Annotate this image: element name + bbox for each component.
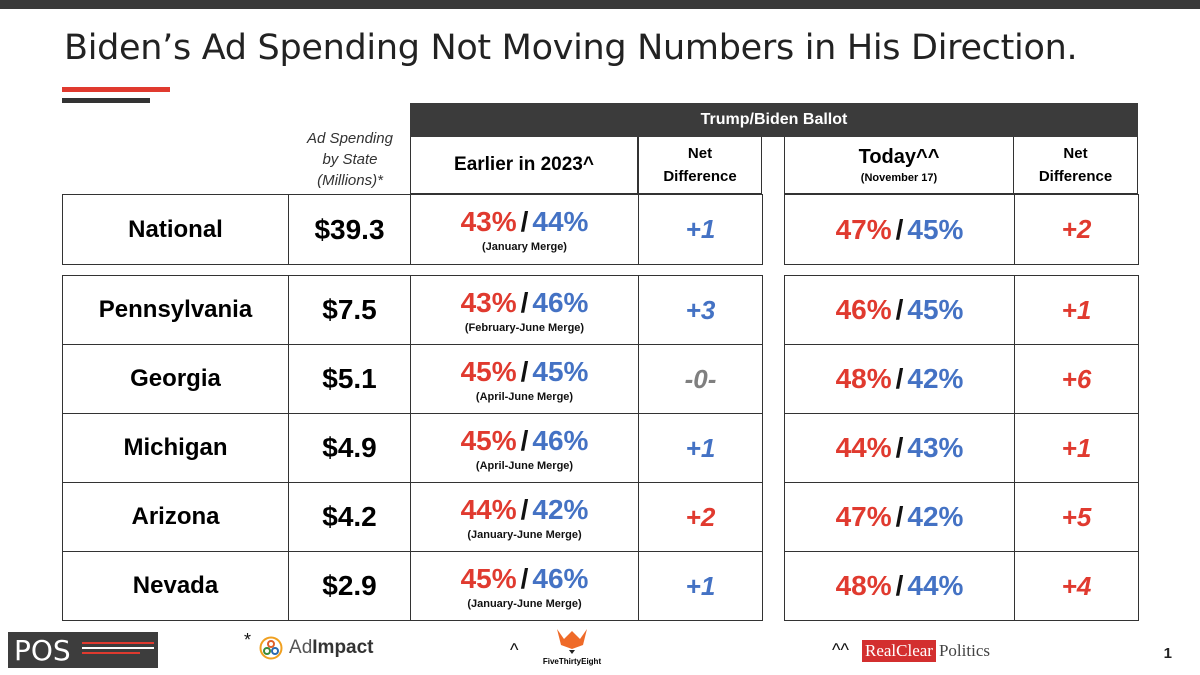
fte-footnote-mark: ^: [510, 640, 519, 660]
earlier-ballot: 45%/45% (April-June Merge): [410, 344, 639, 414]
today-ballot: 44%/43%: [784, 413, 1015, 483]
title-accent-red: [62, 87, 170, 92]
poll-source: (January Merge): [482, 241, 567, 253]
page-number: 1: [1163, 645, 1172, 662]
ad-spend-value: $4.9: [288, 413, 411, 483]
national-table-left: National $39.3 43%/44% (January Merge) +…: [62, 194, 763, 265]
ad-spend-value: $2.9: [288, 551, 411, 621]
state-name: Pennsylvania: [62, 275, 289, 345]
ad-spend-value: $39.3: [288, 194, 411, 265]
national-row: National $39.3 43%/44% (January Merge) +…: [62, 194, 763, 265]
earlier-net-value: +1: [638, 194, 763, 265]
earlier-net-value: +1: [638, 413, 763, 483]
today-net-value: +4: [1014, 551, 1139, 621]
earlier-net-value: +3: [638, 275, 763, 345]
state-name: Arizona: [62, 482, 289, 552]
today-net-value: +1: [1014, 413, 1139, 483]
today-ballot: 46%/45%: [784, 275, 1015, 345]
title-accent-dark: [62, 98, 150, 103]
net-difference-header-today: Net Difference: [1013, 137, 1138, 194]
today-header: Today^^ (November 17): [784, 137, 1014, 194]
state-name: Michigan: [62, 413, 289, 483]
state-name: Georgia: [62, 344, 289, 414]
adimpact-icon: [259, 636, 283, 660]
state-row-today: 48%/42% +6: [784, 344, 1139, 414]
state-row-today: 46%/45% +1: [784, 275, 1139, 345]
earlier-net-value: -0-: [638, 344, 763, 414]
national-row-today: 47%/45% +2: [784, 194, 1139, 265]
earlier-ballot: 43%/46% (February-June Merge): [410, 275, 639, 345]
state-row-today: 47%/42% +5: [784, 482, 1139, 552]
state-name: Nevada: [62, 551, 289, 621]
today-ballot: 48%/42%: [784, 344, 1015, 414]
ballot-header: Trump/Biden Ballot: [410, 103, 1138, 137]
earlier-header: Earlier in 2023^: [410, 137, 638, 194]
ad-spend-value: $7.5: [288, 275, 411, 345]
earlier-ballot: 43%/44% (January Merge): [410, 194, 639, 265]
national-table-right: 47%/45% +2: [784, 194, 1139, 265]
today-ballot: 48%/44%: [784, 551, 1015, 621]
state-name: National: [62, 194, 289, 265]
today-net-value: +1: [1014, 275, 1139, 345]
today-ballot: 47%/45%: [784, 194, 1015, 265]
earlier-ballot: 45%/46% (January-June Merge): [410, 551, 639, 621]
state-row: Nevada $2.9 45%/46% (January-June Merge) …: [62, 551, 763, 621]
state-row-today: 44%/43% +1: [784, 413, 1139, 483]
earlier-ballot: 45%/46% (April-June Merge): [410, 413, 639, 483]
state-row-today: 48%/44% +4: [784, 551, 1139, 621]
state-row: Pennsylvania $7.5 43%/46% (February-June …: [62, 275, 763, 345]
earlier-net-value: +2: [638, 482, 763, 552]
realclearpolitics-logo: RealClear Politics: [862, 640, 990, 662]
fox-icon: [557, 629, 587, 654]
earlier-net-value: +1: [638, 551, 763, 621]
pos-logo-lines: [82, 642, 154, 658]
pos-logo: POS: [8, 632, 158, 668]
states-table-right: 46%/45% +1 48%/42% +6 44%/43% +1 47%/42%…: [784, 275, 1139, 621]
state-row: Georgia $5.1 45%/45% (April-June Merge) -…: [62, 344, 763, 414]
earlier-ballot: 44%/42% (January-June Merge): [410, 482, 639, 552]
states-table-left: Pennsylvania $7.5 43%/46% (February-June …: [62, 275, 763, 621]
ad-spend-value: $4.2: [288, 482, 411, 552]
ad-spending-header: Ad Spending by State (Millions)*: [307, 129, 393, 189]
adimpact-footnote-mark: *: [244, 629, 252, 650]
net-difference-header-earlier: Net Difference: [638, 137, 762, 194]
adimpact-logo: * Ad Impact: [244, 629, 374, 660]
ad-spend-value: $5.1: [288, 344, 411, 414]
state-row: Arizona $4.2 44%/42% (January-June Merge)…: [62, 482, 763, 552]
state-row: Michigan $4.9 45%/46% (April-June Merge) …: [62, 413, 763, 483]
today-net-value: +2: [1014, 194, 1139, 265]
page-title: Biden’s Ad Spending Not Moving Numbers i…: [64, 28, 1078, 68]
top-bar: [0, 0, 1200, 9]
today-ballot: 47%/42%: [784, 482, 1015, 552]
today-net-value: +5: [1014, 482, 1139, 552]
today-net-value: +6: [1014, 344, 1139, 414]
rcp-footnote-mark: ^^: [832, 640, 849, 660]
fivethirtyeight-logo: FiveThirtyEight: [534, 627, 610, 673]
